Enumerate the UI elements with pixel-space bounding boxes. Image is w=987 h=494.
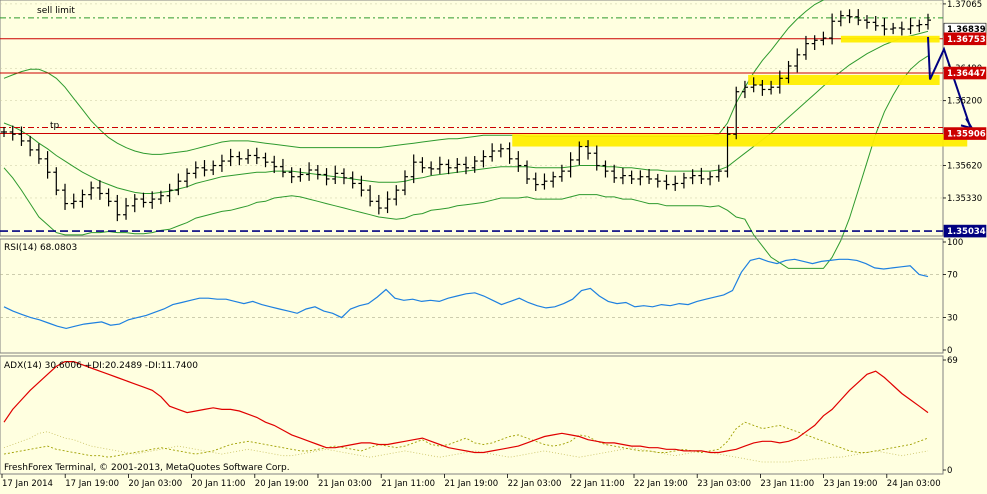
adx-line (3, 361, 929, 454)
rsi-axis: 100 70 30 0 (943, 238, 963, 356)
price-badge-label: 1.36447 (947, 69, 986, 79)
ohlc-bars (1, 9, 931, 222)
adx-panel[interactable]: ADX(14) 30.6006 +DI:20.2489 -DI:11.7400 … (0, 355, 958, 476)
time-tick-label: 20 Jan 11:00 (192, 479, 246, 489)
time-axis: 17 Jan 2014 17 Jan 19:00 20 Jan 03:00 20 Ja… (1, 474, 941, 489)
rsi-grid (0, 274, 943, 318)
order-zone (512, 134, 968, 147)
rsi-tick-label: 100 (947, 238, 963, 248)
price-badge-label: 1.36753 (947, 35, 986, 45)
price-badge-label: 1.35906 (947, 130, 986, 140)
adx-panel-frame (0, 355, 944, 475)
order-zones (512, 35, 968, 147)
rsi-panel[interactable]: RSI(14) 68.0803 100 70 30 0 (0, 238, 963, 356)
price-tick-label: 1.37065 (947, 0, 982, 10)
adx-tick-label: 0 (947, 466, 952, 476)
time-tick-label: 23 Jan 19:00 (824, 479, 878, 489)
time-tick-label: 22 Jan 03:00 (508, 479, 562, 489)
bollinger-upper-line (3, 0, 825, 155)
rsi-line (3, 257, 929, 330)
rsi-tick-label: 70 (947, 270, 958, 280)
order-zone (840, 35, 940, 43)
adx-tick-label: 69 (947, 356, 958, 366)
price-badge-label: 1.36839 (947, 25, 986, 35)
forecast-arrow-path (927, 36, 971, 127)
price-tick-label: 1.35620 (947, 162, 982, 172)
rsi-tick-label: 30 (947, 314, 958, 324)
adx-label: ADX(14) 30.6006 +DI:20.2489 -DI:11.7400 (4, 361, 198, 371)
order-zone (748, 74, 940, 86)
tp-label: tp (50, 121, 60, 131)
time-tick-label: 20 Jan 19:00 (255, 479, 309, 489)
price-badge-bg (943, 224, 987, 238)
price-tick-label: 1.35330 (947, 194, 982, 204)
time-tick-label: 21 Jan 11:00 (381, 479, 435, 489)
time-tick-label: 22 Jan 19:00 (634, 479, 688, 489)
time-tick-label: 21 Jan 03:00 (318, 479, 372, 489)
time-tick-label: 17 Jan 19:00 (65, 479, 119, 489)
rsi-panel-frame (0, 238, 944, 354)
minus-di-line (3, 431, 929, 463)
time-tick-label: 21 Jan 19:00 (444, 479, 498, 489)
time-tick-label: 17 Jan 2014 (2, 479, 53, 489)
price-panel-frame (0, 0, 944, 237)
time-tick-label: 24 Jan 03:00 (887, 479, 941, 489)
time-tick-label: 23 Jan 11:00 (760, 479, 814, 489)
price-badge-label: 1.35034 (947, 227, 986, 237)
price-grid (0, 3, 943, 199)
time-tick-label: 22 Jan 11:00 (571, 479, 625, 489)
rsi-tick-label: 0 (947, 346, 952, 356)
price-badge-bg (943, 32, 987, 46)
rsi-label: RSI(14) 68.0803 (4, 243, 77, 253)
price-badge-bg (943, 127, 987, 140)
copyright-footer: FreshForex Terminal, © 2001-2013, MetaQu… (4, 463, 290, 473)
price-levels (0, 17, 943, 232)
sell-limit-label: sell limit (37, 6, 75, 16)
adx-axis: 69 0 (943, 356, 958, 476)
price-tick-label: 1.36200 (947, 97, 982, 107)
plus-di-line (3, 421, 929, 458)
time-tick-label: 20 Jan 03:00 (128, 479, 182, 489)
time-tick-label: 23 Jan 03:00 (697, 479, 751, 489)
price-badge-bg (943, 66, 987, 80)
price-panel[interactable]: sell limit tp 1.370651.364901.362001.356… (0, 0, 987, 269)
